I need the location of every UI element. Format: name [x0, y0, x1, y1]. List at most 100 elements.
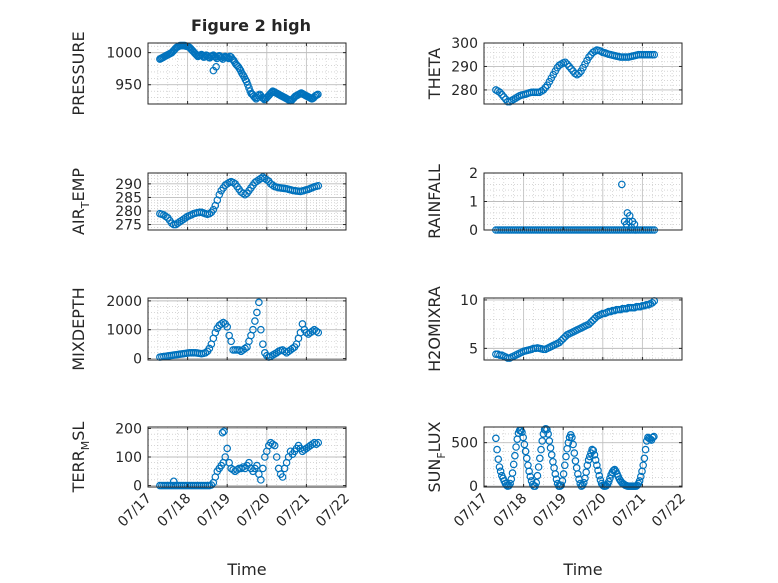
data-point — [538, 437, 547, 445]
data-point — [589, 316, 597, 325]
data-point — [563, 60, 571, 68]
data-point — [635, 477, 644, 485]
data-point — [555, 338, 564, 347]
data-point — [571, 457, 580, 465]
y-axis-label-text: H2OMIXRA — [425, 286, 444, 372]
data-point — [547, 451, 556, 459]
data-point — [253, 461, 261, 470]
data-point — [562, 452, 570, 461]
y-axis-label: THETA — [425, 48, 444, 100]
x-tick-label: 07/21 — [609, 491, 649, 531]
x-axis-label: Time — [562, 560, 602, 579]
data-point — [537, 445, 545, 454]
y-tick-label: 500 — [451, 436, 478, 452]
data-point — [594, 466, 602, 475]
data-point — [215, 190, 224, 199]
y-tick-label: 100 — [115, 450, 142, 466]
x-tick-label: 07/18 — [155, 491, 195, 531]
y-tick-label: 280 — [115, 204, 142, 220]
y-tick-label: 280 — [451, 83, 478, 99]
data-point — [314, 90, 322, 99]
data-point — [229, 178, 237, 187]
y-axis-label-subscript: T — [79, 201, 92, 209]
y-tick-label: 275 — [115, 218, 142, 234]
data-point — [570, 449, 579, 457]
data-point — [585, 53, 593, 61]
axes-box — [483, 426, 683, 488]
data-point — [579, 478, 588, 487]
y-axis-label: RAINFALL — [425, 164, 444, 239]
data-point — [312, 440, 321, 448]
data-point — [314, 181, 323, 190]
data-series — [492, 424, 658, 490]
data-point — [559, 470, 568, 478]
data-point — [162, 212, 170, 221]
data-point — [241, 190, 249, 199]
data-point — [561, 58, 569, 67]
y-axis-label: MIXDEPTH — [69, 287, 88, 370]
data-point — [595, 471, 604, 480]
data-point — [268, 440, 277, 448]
data-series — [156, 427, 323, 490]
data-point — [525, 467, 533, 476]
data-point — [536, 454, 544, 463]
y-axis-label-text: PRESSURE — [69, 31, 88, 115]
data-point — [219, 318, 228, 327]
data-point — [259, 464, 267, 473]
x-tick-label: 07/19 — [194, 491, 234, 531]
y-axis-label-subscript: M — [79, 441, 92, 451]
y-tick-label: 0 — [469, 223, 478, 239]
y-axis-label-text: RAINFALL — [425, 164, 444, 239]
data-point — [314, 438, 323, 447]
data-point — [539, 86, 548, 94]
y-axis-label-text: TERR — [69, 450, 88, 493]
data-point — [633, 481, 642, 490]
x-tick-label: 07/17 — [115, 491, 155, 531]
data-series — [156, 41, 322, 105]
y-axis-label-text: LUX — [425, 421, 444, 452]
data-point — [591, 456, 600, 464]
data-point — [169, 477, 178, 486]
subplot-5: 0 1000 2000 MIXDEPTH — [69, 287, 347, 371]
data-point — [558, 477, 567, 485]
y-tick-label: 290 — [451, 59, 478, 75]
y-axis-label-text: THETA — [425, 48, 444, 100]
data-point — [223, 444, 232, 453]
data-point — [551, 470, 560, 478]
data-point — [522, 454, 531, 463]
y-tick-label: 1000 — [106, 323, 142, 339]
y-axis-label-text: EMP — [69, 168, 88, 202]
data-point — [518, 428, 526, 437]
figure-title: Figure 2 high — [191, 16, 311, 35]
data-point — [526, 472, 535, 481]
y-axis-label-text: MIXDEPTH — [69, 287, 88, 370]
data-point — [239, 463, 247, 471]
data-point — [233, 466, 241, 474]
data-point — [207, 481, 216, 489]
y-tick-label: 2000 — [106, 294, 142, 310]
axes-box — [483, 297, 683, 361]
data-point — [217, 320, 226, 328]
data-point — [259, 340, 267, 348]
data-point — [312, 327, 321, 335]
subplot-4: 0 1 2 RAINFALL — [425, 164, 683, 239]
data-point — [272, 348, 281, 357]
y-axis-label-subscript: F — [435, 452, 448, 458]
data-series — [156, 298, 323, 361]
data-point — [589, 446, 598, 455]
x-tick-label: 07/19 — [530, 491, 570, 531]
data-point — [521, 447, 530, 456]
data-point — [564, 438, 573, 447]
data-point — [557, 336, 566, 345]
axes-box — [147, 297, 347, 361]
y-tick-label: 1000 — [106, 46, 142, 62]
y-tick-label: 300 — [451, 36, 478, 52]
data-point — [519, 433, 528, 442]
data-point — [212, 62, 220, 71]
data-point — [545, 437, 554, 445]
subplot-2: 280 290 300 THETA — [425, 36, 683, 106]
data-point — [546, 444, 555, 452]
data-point — [567, 65, 575, 73]
y-axis-label-text: SUN — [425, 459, 444, 493]
